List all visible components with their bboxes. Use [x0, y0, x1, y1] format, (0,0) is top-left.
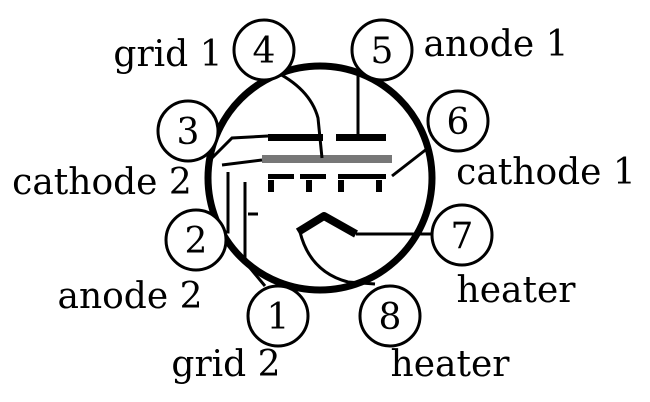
pin-1-label: grid 2 — [171, 344, 280, 385]
grid-structure — [262, 155, 392, 163]
pin-1-number: 1 — [267, 297, 290, 338]
pin-7-number: 7 — [451, 216, 474, 257]
anode-2-plate — [268, 134, 323, 141]
pin-3-circle — [156, 99, 220, 163]
pin-6-number: 6 — [447, 102, 470, 143]
pin-4-circle — [232, 18, 296, 82]
pin-5-label: anode 1 — [423, 24, 568, 65]
pin-8-circle — [358, 284, 422, 348]
pin-1-circle — [246, 284, 310, 348]
pin-6-label: cathode 1 — [456, 152, 636, 193]
pin-circles — [156, 18, 494, 348]
pin-3-label: cathode 2 — [12, 162, 192, 203]
pin-5-circle — [350, 18, 414, 82]
pin-8-label: heater — [391, 344, 511, 385]
tube-envelope — [204, 62, 436, 294]
cathode-structure — [268, 174, 386, 192]
heater-filament — [295, 212, 358, 238]
pin-2-circle — [164, 208, 228, 272]
pin-4-label: grid 1 — [113, 34, 222, 75]
pin-2-label: anode 2 — [57, 276, 202, 317]
pin-3-number: 3 — [177, 112, 200, 153]
anode-1-plate — [336, 134, 386, 141]
pin-5-number: 5 — [371, 31, 394, 72]
pin-7-circle — [430, 203, 494, 267]
pin-7-label: heater — [457, 270, 577, 311]
pin-4-number: 4 — [253, 31, 276, 72]
pin-2-number: 2 — [185, 221, 208, 262]
pin-6-circle — [426, 89, 490, 153]
pin-8-number: 8 — [379, 297, 402, 338]
